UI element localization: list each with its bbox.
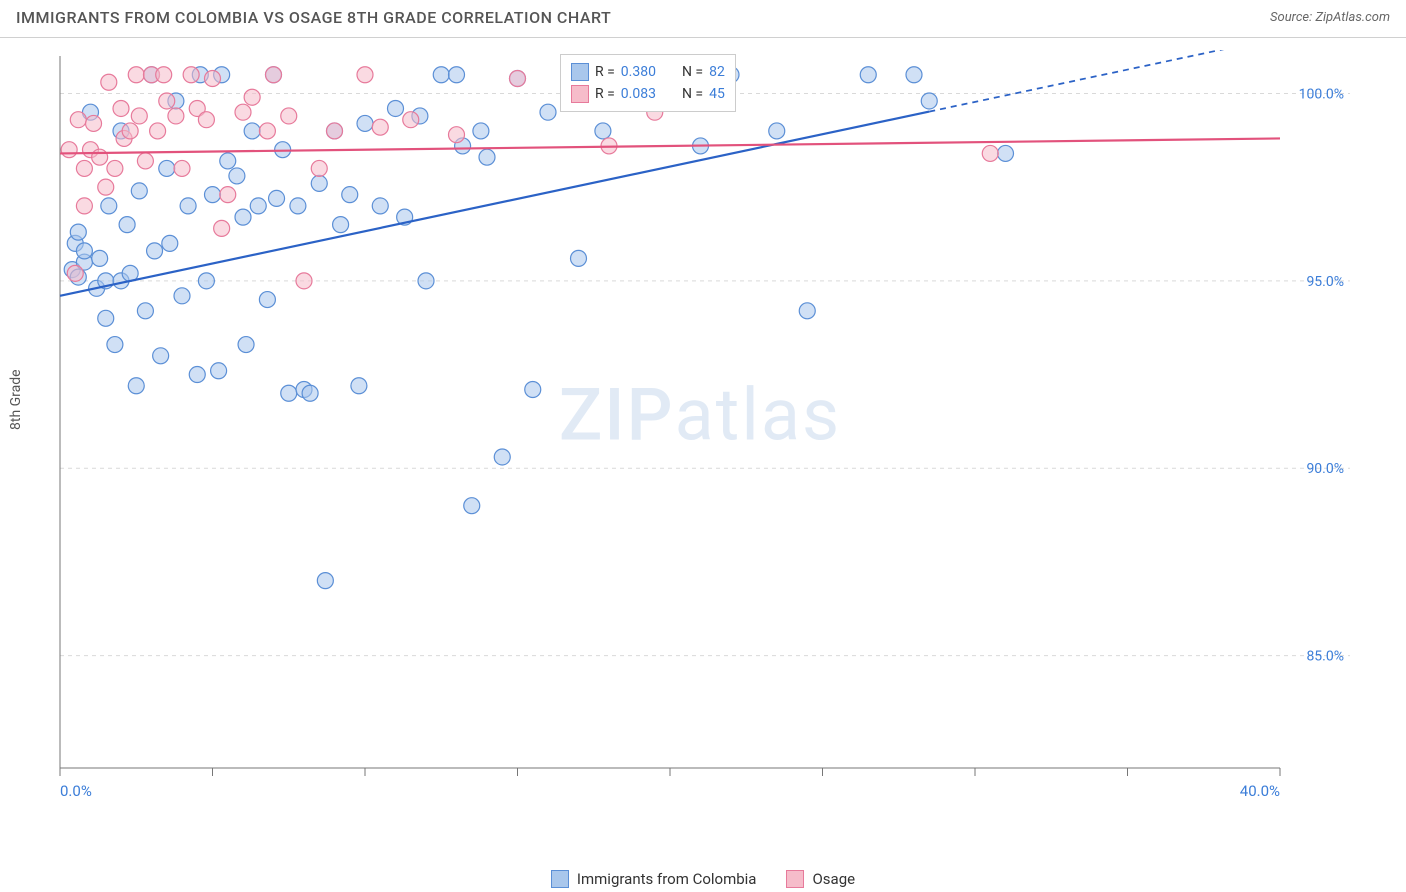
source-name: ZipAtlas.com (1315, 10, 1390, 25)
scatter-chart: 85.0% 90.0% 95.0% 100.0% 0.0% 40.0% (50, 50, 1350, 810)
r-label: R = (595, 64, 615, 80)
svg-text:100.0%: 100.0% (1299, 86, 1344, 102)
source-prefix: Source: (1270, 10, 1315, 25)
svg-text:40.0%: 40.0% (1240, 782, 1280, 800)
swatch-icon (551, 870, 569, 888)
n-label: N = (682, 86, 703, 102)
svg-text:0.0%: 0.0% (60, 782, 92, 800)
y-axis-title: 8th Grade (8, 369, 24, 430)
swatch-icon (571, 85, 589, 103)
chart-title: IMMIGRANTS FROM COLOMBIA VS OSAGE 8TH GR… (16, 8, 611, 27)
legend-label: Immigrants from Colombia (577, 870, 757, 888)
n-value: 82 (709, 64, 725, 80)
correlation-legend: R = 0.380 N = 82 R = 0.083 N = 45 (560, 54, 736, 112)
legend-item-0: Immigrants from Colombia (551, 870, 757, 888)
series-legend: Immigrants from Colombia Osage (0, 870, 1406, 888)
source-label: Source: ZipAtlas.com (1270, 10, 1390, 25)
svg-text:85.0%: 85.0% (1306, 649, 1344, 665)
swatch-icon (571, 63, 589, 81)
swatch-icon (786, 870, 804, 888)
svg-text:95.0%: 95.0% (1306, 274, 1344, 290)
header-bar: IMMIGRANTS FROM COLOMBIA VS OSAGE 8TH GR… (0, 0, 1406, 38)
corr-row-0: R = 0.380 N = 82 (571, 61, 725, 83)
n-label: N = (682, 64, 703, 80)
corr-row-1: R = 0.083 N = 45 (571, 83, 725, 105)
svg-text:90.0%: 90.0% (1306, 461, 1344, 477)
legend-item-1: Osage (786, 870, 855, 888)
r-label: R = (595, 86, 615, 102)
r-value: 0.380 (621, 64, 656, 80)
legend-label: Osage (812, 870, 855, 888)
chart-area: 85.0% 90.0% 95.0% 100.0% 0.0% 40.0% R = 0.380… (50, 50, 1350, 810)
r-value: 0.083 (621, 86, 656, 102)
n-value: 45 (709, 86, 725, 102)
